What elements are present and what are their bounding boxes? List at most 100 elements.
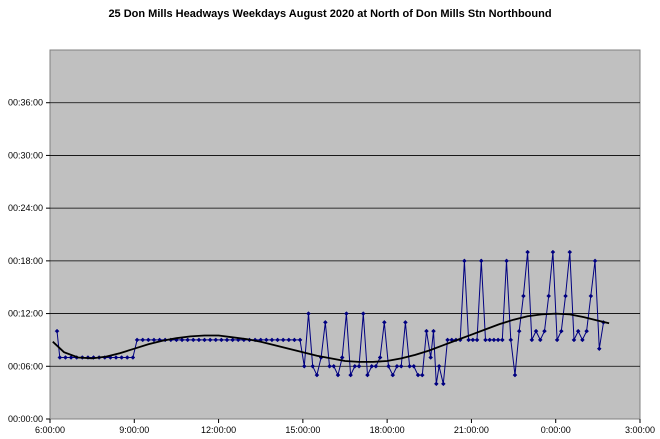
headway-point (390, 372, 396, 378)
headway-point (554, 337, 560, 343)
trendline (52, 312, 610, 363)
headway-point (419, 372, 425, 378)
headway-point (386, 363, 391, 369)
headway-point (424, 328, 429, 334)
headway-point (521, 293, 526, 299)
headway-point (344, 311, 349, 316)
headway-point (499, 337, 505, 343)
y-tick-label: 00:30:00 (8, 150, 43, 160)
headway-point (504, 258, 509, 264)
headway-point (478, 258, 484, 264)
plot-area (49, 49, 641, 420)
headway-point (381, 320, 387, 325)
headway-point (314, 372, 320, 378)
headway-point (508, 337, 514, 343)
headway-point (185, 337, 191, 343)
headway-point (563, 293, 568, 299)
headway-point (124, 355, 130, 360)
headway-point (550, 249, 556, 255)
headway-point (360, 311, 366, 316)
headway-point (584, 328, 589, 334)
headway-point (151, 337, 157, 343)
headway-point (275, 337, 280, 343)
headway-point (130, 355, 136, 360)
headway-point (335, 372, 341, 378)
headway-point (495, 337, 501, 343)
headway-point (322, 320, 328, 325)
x-tick-label: 15:00:00 (285, 425, 320, 435)
headway-point (529, 337, 535, 343)
headway-point (394, 363, 400, 369)
headway-point (537, 337, 543, 343)
headway-point (433, 381, 439, 387)
headway-point (575, 328, 581, 334)
headway-point (491, 337, 497, 343)
headway-point (440, 381, 446, 387)
series-layer (52, 249, 610, 387)
headway-point (470, 337, 476, 343)
headway-point (512, 372, 518, 378)
headway-point (196, 337, 202, 343)
headway-point (54, 328, 60, 334)
headway-point (310, 363, 316, 369)
headway-point (292, 337, 297, 343)
headway-point (134, 337, 140, 343)
headway-point (474, 337, 480, 343)
headway-point (263, 337, 269, 343)
headway-point (339, 355, 345, 360)
headway-point (525, 249, 530, 255)
headway-point (462, 258, 467, 264)
y-tick-label: 00:18:00 (8, 256, 43, 266)
headway-point (145, 337, 151, 343)
headway-point (356, 363, 362, 369)
headway-point (207, 337, 213, 343)
headway-point (436, 363, 442, 369)
headway-point (140, 337, 146, 343)
headway-point (588, 293, 594, 299)
headway-point (286, 337, 292, 343)
headway-point (403, 320, 408, 325)
headway-point (301, 363, 307, 369)
headway-point (373, 363, 379, 369)
headway-point (63, 355, 68, 360)
headway-point (407, 363, 412, 369)
x-tick-label: 9:00:00 (119, 425, 149, 435)
x-tick-label: 6:00:00 (35, 425, 65, 435)
headway-point (542, 328, 547, 334)
headway-point (516, 328, 522, 334)
headway-point (580, 337, 585, 343)
headway-point (269, 337, 275, 343)
x-tick-labels: 6:00:00 9:00:00 12:00:00 15:00:00 18:00:00 21… (35, 425, 655, 435)
y-tick-label: 00:12:00 (8, 309, 43, 319)
headway-point (398, 363, 404, 369)
headway-point (369, 363, 375, 369)
headway-point (567, 249, 573, 255)
x-tick-label: 21:00:00 (454, 425, 489, 435)
y-tick-label: 00:24:00 (8, 203, 43, 213)
headway-point (352, 363, 358, 369)
headway-point (213, 337, 219, 343)
headway-point (327, 363, 332, 369)
headway-point (57, 355, 63, 360)
headway-point (571, 337, 577, 343)
headway-point (466, 337, 471, 343)
headway-point (592, 258, 598, 264)
headway-point (445, 337, 450, 343)
headway-point (428, 355, 434, 360)
headway-point (365, 372, 370, 378)
headway-point (219, 337, 224, 343)
y-tick-label: 00:06:00 (8, 361, 43, 371)
headway-point (431, 328, 436, 334)
headway-point (487, 337, 493, 343)
headway-point (230, 337, 235, 343)
headway-point (558, 328, 564, 334)
headway-point (202, 337, 207, 343)
headway-point (68, 355, 74, 360)
x-tick-label: 12:00:00 (201, 425, 236, 435)
chart-title: 25 Don Mills Headways Weekdays August 20… (108, 8, 552, 20)
headway-point (306, 311, 311, 316)
headway-point (119, 355, 124, 360)
headway-point (179, 337, 185, 343)
